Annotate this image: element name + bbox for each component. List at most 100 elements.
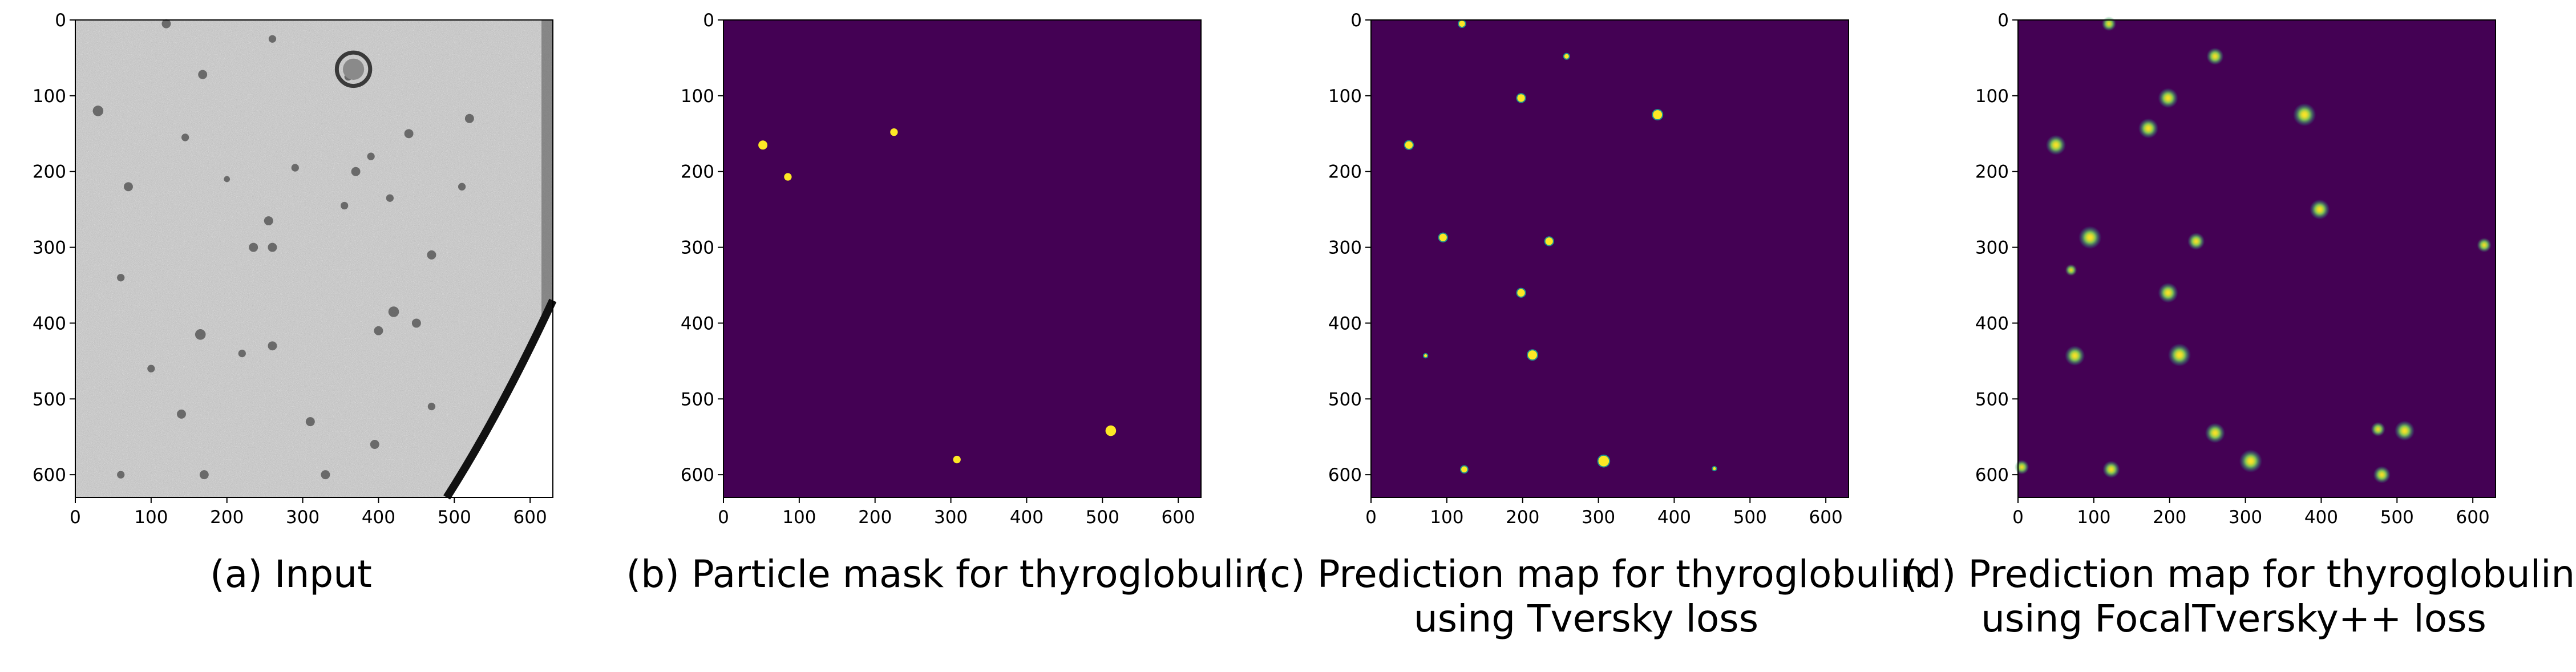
particle bbox=[1598, 455, 1610, 467]
particle-core bbox=[2106, 21, 2112, 27]
input-speck bbox=[177, 409, 186, 419]
particle bbox=[1653, 110, 1663, 120]
particle bbox=[1105, 425, 1117, 436]
x-tick-label: 500 bbox=[1733, 507, 1767, 528]
x-tick-label: 300 bbox=[2229, 507, 2262, 528]
input-speck bbox=[404, 129, 414, 139]
x-tick-label: 100 bbox=[782, 507, 816, 528]
caption-c-line1: (c) Prediction map for thyroglobulin bbox=[1255, 552, 1924, 596]
input-speck bbox=[161, 19, 171, 29]
input-speck bbox=[268, 341, 277, 351]
caption-b-line1: (b) Particle mask for thyroglobulin bbox=[626, 552, 1268, 596]
y-tick-label: 200 bbox=[681, 162, 714, 183]
input-speck bbox=[386, 194, 394, 202]
x-tick-label: 0 bbox=[70, 507, 81, 528]
y-tick-label: 200 bbox=[1328, 162, 1362, 183]
y-tick-label: 400 bbox=[681, 313, 714, 334]
y-tick-label: 100 bbox=[1975, 86, 2009, 107]
y-tick-label: 0 bbox=[55, 10, 66, 31]
particle bbox=[1713, 467, 1716, 471]
input-speck bbox=[370, 440, 379, 449]
panel-b: 0 100 200 300 400 500 600 0 100 200 300 400 500 600 bbox=[681, 10, 1202, 528]
input-speck bbox=[249, 242, 258, 252]
particle bbox=[1405, 141, 1413, 149]
x-tick-label: 500 bbox=[438, 507, 471, 528]
input-speck bbox=[195, 329, 206, 340]
particle bbox=[758, 140, 768, 150]
caption-b: (b) Particle mask for thyroglobulin bbox=[616, 552, 1278, 597]
y-tick-label: 400 bbox=[1328, 313, 1362, 334]
input-speck bbox=[341, 201, 349, 210]
x-tick-label: 200 bbox=[2153, 507, 2186, 528]
input-speck bbox=[427, 402, 436, 411]
x-tick-label: 400 bbox=[1657, 507, 1691, 528]
caption-d-line1: (d) Prediction map for thyroglobulin bbox=[1903, 552, 2575, 596]
input-speck bbox=[117, 274, 125, 282]
x-tick-label: 100 bbox=[134, 507, 168, 528]
particle-core bbox=[2401, 427, 2409, 435]
y-tick-label: 500 bbox=[33, 389, 66, 410]
panel-d-frame bbox=[2017, 19, 2496, 498]
caption-d: (d) Prediction map for thyroglobulin usi… bbox=[1903, 552, 2575, 641]
x-tick-label: 500 bbox=[2380, 507, 2414, 528]
particle bbox=[953, 455, 961, 464]
particle-core bbox=[2316, 205, 2324, 213]
input-speck bbox=[305, 417, 315, 427]
input-speck bbox=[268, 35, 277, 43]
input-membrane-edge bbox=[443, 298, 557, 500]
particle-core bbox=[2211, 53, 2219, 60]
input-speck bbox=[458, 183, 466, 191]
y-tick-label: 300 bbox=[1328, 238, 1362, 258]
input-speck bbox=[124, 182, 133, 192]
particle-core bbox=[2085, 233, 2094, 242]
y-tick-label: 300 bbox=[1975, 238, 2009, 258]
input-speck bbox=[291, 164, 299, 172]
panel-b-frame bbox=[723, 19, 1202, 498]
caption-c-line2: using Tversky loss bbox=[1413, 597, 1759, 641]
particle-core bbox=[2052, 141, 2060, 149]
panel-c-frame bbox=[1370, 19, 1849, 498]
particle bbox=[1461, 466, 1467, 473]
x-tick-label: 600 bbox=[1162, 507, 1195, 528]
input-ring-core bbox=[342, 58, 365, 80]
input-speck bbox=[411, 318, 421, 328]
panel-a: 0 100 200 300 400 500 600 0 100 200 300 400 500 600 bbox=[33, 10, 557, 528]
caption-a-line1: (a) Input bbox=[210, 552, 372, 596]
x-tick-label: 300 bbox=[934, 507, 968, 528]
x-tick-label: 200 bbox=[210, 507, 244, 528]
input-speck bbox=[268, 242, 277, 252]
particle bbox=[1424, 354, 1427, 358]
y-tick-label: 600 bbox=[33, 465, 66, 485]
y-tick-label: 600 bbox=[1328, 465, 1362, 485]
y-tick-label: 500 bbox=[681, 389, 714, 410]
input-speck bbox=[464, 114, 474, 123]
x-tick-label: 400 bbox=[1010, 507, 1044, 528]
particle-core bbox=[2193, 238, 2199, 245]
particle-core bbox=[2481, 242, 2487, 248]
y-tick-label: 500 bbox=[1328, 389, 1362, 410]
particle-core bbox=[2019, 464, 2025, 470]
particle-core bbox=[2300, 110, 2309, 119]
y-tick-label: 500 bbox=[1975, 389, 2009, 410]
input-speck bbox=[351, 167, 361, 176]
input-speck bbox=[427, 250, 436, 260]
y-tick-label: 300 bbox=[33, 238, 66, 258]
x-tick-label: 600 bbox=[1809, 507, 1843, 528]
input-speck bbox=[147, 365, 155, 373]
y-tick-label: 100 bbox=[33, 86, 66, 107]
y-tick-label: 200 bbox=[1975, 162, 2009, 183]
input-membrane-outer bbox=[447, 300, 553, 497]
y-tick-label: 100 bbox=[681, 86, 714, 107]
input-speck bbox=[264, 216, 273, 226]
x-tick-label: 200 bbox=[858, 507, 892, 528]
particle bbox=[1528, 350, 1537, 360]
particle bbox=[784, 173, 792, 181]
panel-c-background bbox=[1371, 20, 1849, 497]
x-tick-label: 0 bbox=[2012, 507, 2024, 528]
input-speck bbox=[388, 306, 399, 317]
y-tick-label: 0 bbox=[703, 10, 714, 31]
y-tick-label: 400 bbox=[33, 313, 66, 334]
particle bbox=[1564, 54, 1569, 59]
input-speck bbox=[238, 349, 246, 358]
